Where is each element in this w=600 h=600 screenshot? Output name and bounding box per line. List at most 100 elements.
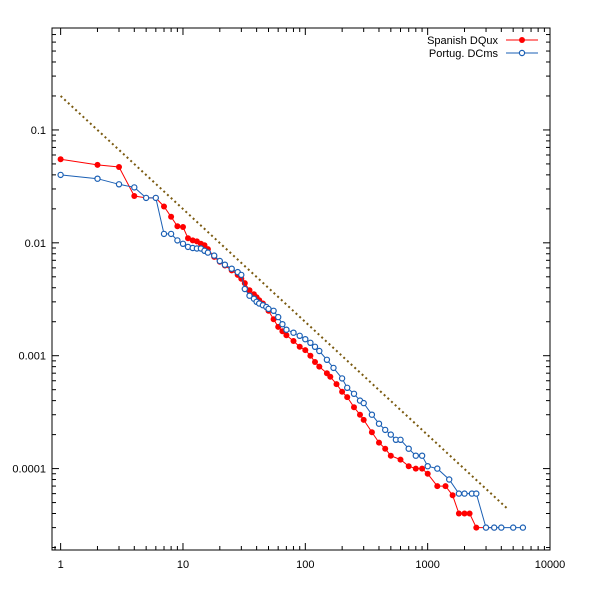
x-tick-label: 1000 (415, 559, 439, 571)
data-point (405, 463, 412, 470)
data-point (387, 452, 394, 459)
data-point (290, 338, 297, 344)
data-point (296, 343, 303, 350)
data-point (397, 436, 404, 443)
data-point (376, 439, 382, 446)
data-point (327, 373, 334, 380)
data-point (270, 307, 277, 314)
data-point (275, 313, 282, 321)
legend-label: Spanish DQux (427, 35, 498, 47)
data-point (519, 524, 527, 531)
data-point (333, 381, 340, 388)
data-point (350, 390, 358, 397)
data-point (466, 510, 473, 517)
data-point (302, 336, 309, 343)
data-point (216, 257, 223, 265)
data-point (94, 161, 101, 168)
data-point (351, 404, 357, 411)
data-point (382, 426, 389, 434)
data-point (221, 261, 229, 268)
data-point (302, 347, 309, 354)
reference-power-law-line (59, 95, 509, 510)
data-point (204, 249, 212, 256)
plot-area (51, 27, 551, 551)
data-point (424, 463, 431, 470)
data-point (360, 416, 367, 423)
data-point (412, 452, 419, 459)
data-point (283, 326, 290, 333)
data-point (344, 384, 351, 391)
x-tick-label: 10000 (535, 559, 566, 571)
y-tick-label: 0.1 (31, 125, 46, 137)
data-point (473, 524, 480, 531)
data-point (167, 230, 175, 238)
data-point (412, 465, 419, 472)
data-point (339, 388, 346, 395)
series-portug-dcms (57, 171, 527, 531)
data-point (434, 483, 441, 490)
series-layer (57, 156, 527, 531)
data-point (323, 356, 331, 363)
data-point (455, 490, 463, 497)
data-point (142, 194, 150, 202)
data-point (316, 347, 323, 355)
data-point (116, 164, 122, 170)
legend-marker-swatch (518, 49, 526, 57)
x-tick-label: 1 (58, 559, 64, 571)
data-point (180, 224, 186, 230)
data-point (449, 492, 456, 499)
data-point (279, 321, 286, 328)
data-point (307, 339, 314, 346)
data-point (265, 305, 272, 313)
data-point (424, 470, 431, 477)
data-point (296, 332, 303, 339)
data-point (316, 363, 323, 370)
data-point (307, 352, 314, 359)
y-tick-label: 0.001 (18, 351, 46, 363)
data-point (360, 399, 367, 407)
data-point (168, 213, 175, 220)
data-point (311, 343, 319, 350)
data-point (228, 265, 235, 272)
data-point (210, 252, 218, 259)
data-point (246, 292, 253, 299)
data-point (482, 524, 490, 531)
data-point (57, 171, 64, 179)
data-point (357, 411, 363, 418)
data-point (491, 524, 498, 531)
legend-label: Portug. DCms (429, 48, 499, 60)
reference-line-layer (59, 95, 509, 510)
y-tick-label: 0.01 (25, 238, 46, 250)
data-point (160, 230, 168, 238)
data-point (246, 287, 253, 294)
data-point (131, 193, 138, 199)
data-point (405, 445, 412, 452)
data-point (368, 411, 376, 418)
data-point (461, 490, 468, 497)
data-point (461, 510, 468, 517)
data-point (446, 476, 453, 483)
data-point (241, 285, 248, 293)
data-point (283, 332, 290, 339)
data-point (418, 452, 426, 459)
data-point (330, 364, 337, 372)
data-point (161, 203, 167, 210)
data-point (115, 181, 123, 188)
data-point (498, 524, 505, 531)
data-point (510, 524, 517, 531)
data-point (397, 456, 404, 463)
data-point (174, 237, 181, 244)
data-point (152, 194, 159, 202)
legend-marker-swatch (519, 37, 525, 43)
axes-layer: 1 10 100 1000 10000 0.0001 0.001 0.01 0.1 (12, 27, 566, 571)
data-point (434, 465, 441, 472)
data-point (94, 175, 101, 182)
data-point (174, 223, 181, 230)
data-point (455, 510, 462, 517)
data-point (473, 490, 480, 497)
x-tick-label: 10 (177, 559, 189, 571)
data-point (185, 235, 191, 242)
